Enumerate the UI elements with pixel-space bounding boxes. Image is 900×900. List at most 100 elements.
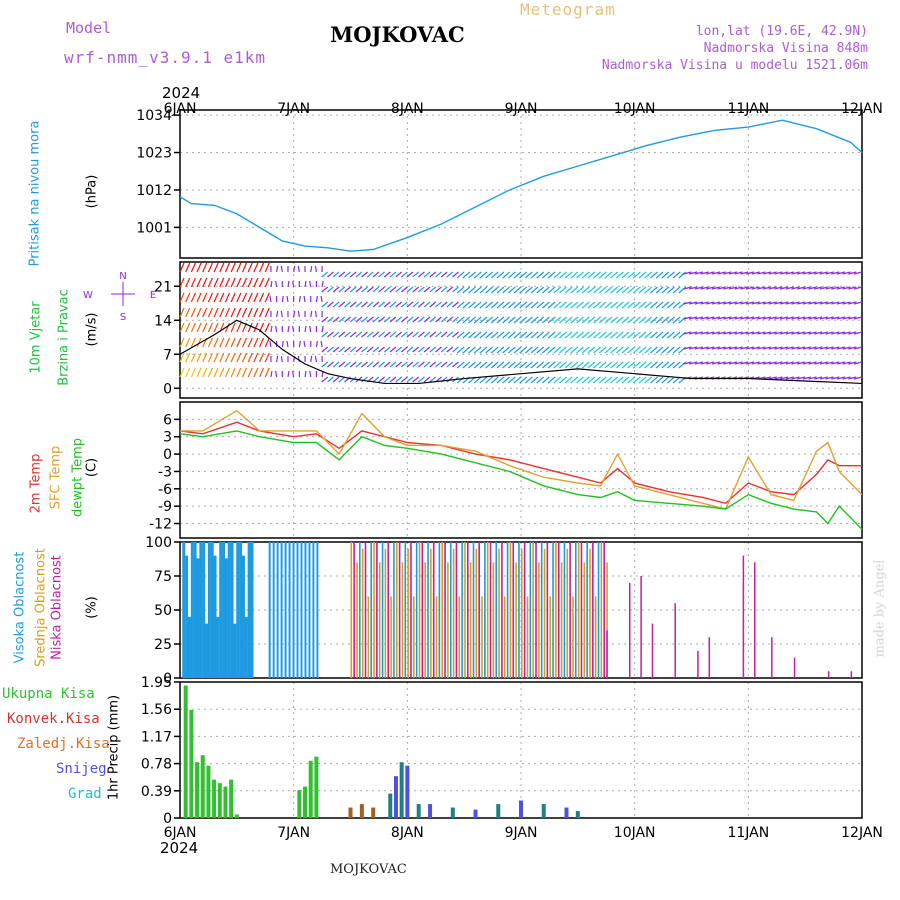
- wind-arrow: [507, 271, 516, 279]
- wind-arrow: [207, 337, 213, 348]
- wind-arrow: [678, 316, 687, 324]
- cloud-bar: [356, 562, 358, 678]
- wind-arrow: [361, 316, 368, 323]
- wind-arrow: [570, 331, 579, 339]
- wind-arrow: [814, 376, 823, 380]
- wind-arrow: [524, 361, 533, 369]
- wind-arrow: [638, 346, 647, 354]
- wind-arrow: [389, 316, 397, 323]
- wind-arrow: [604, 301, 613, 309]
- panel-frame-0: [179, 109, 863, 259]
- x-tick-bottom: 9JAN: [505, 825, 538, 841]
- wind-arrow: [530, 301, 539, 309]
- wind-arrow: [264, 307, 270, 318]
- wind-arrow: [672, 346, 681, 354]
- wind-arrow: [468, 271, 476, 279]
- wind-arrow: [519, 301, 528, 309]
- wind-arrow: [417, 286, 425, 293]
- wind-arrow: [694, 376, 704, 380]
- wind-arrow: [791, 331, 800, 335]
- cloud-low-ylabel: Niska Oblacnost: [49, 555, 65, 660]
- wind-arrow: [321, 301, 329, 308]
- wind-arrow: [473, 286, 482, 294]
- cloud-bar: [376, 542, 378, 678]
- wind-arrow: [553, 361, 562, 369]
- wind-arrow: [519, 331, 528, 339]
- precip-bar: [308, 760, 313, 818]
- wind-arrow: [644, 376, 653, 384]
- x-tick-top: 9JAN: [505, 101, 538, 117]
- cloud-bar: [475, 548, 478, 678]
- wind-arrow: [440, 346, 448, 353]
- wind-arrow: [378, 376, 385, 383]
- cloud-high-bar: [316, 542, 319, 678]
- wind-arrow: [576, 316, 584, 324]
- wind-arrow: [615, 376, 624, 384]
- cloud-bar: [509, 542, 512, 678]
- wind-arrow: [717, 376, 726, 380]
- wind-arrow: [185, 262, 191, 273]
- wind-arrow: [706, 331, 715, 335]
- wind-arrow: [185, 367, 191, 378]
- wind-arrow: [230, 322, 236, 333]
- wind-arrow: [672, 361, 681, 369]
- wind-arrow: [689, 301, 698, 305]
- wind-arrow: [423, 301, 431, 308]
- wind-arrow: [842, 286, 851, 290]
- wind-arrow: [689, 331, 698, 335]
- wind-arrow: [190, 322, 196, 333]
- wind-arrow: [298, 295, 301, 303]
- x-tick-top: 11JAN: [727, 101, 769, 117]
- wind-arrow: [275, 325, 278, 333]
- wind-arrow: [338, 301, 346, 308]
- wind-arrow: [293, 310, 296, 318]
- model-elevation: Nadmorska Visina u modelu 1521.06m: [601, 58, 868, 73]
- wind-arrow: [717, 301, 726, 305]
- wind-arrow: [745, 361, 755, 365]
- wind-arrow: [196, 307, 202, 318]
- wind-arrow: [542, 301, 550, 309]
- cloud-bar: [569, 542, 571, 678]
- cloud-high-bar: [241, 555, 245, 678]
- wind-arrow: [564, 346, 573, 354]
- wind-arrow: [564, 301, 573, 309]
- wind-arrow: [530, 361, 539, 369]
- wind-arrow: [519, 286, 528, 294]
- wind-arrow: [349, 301, 357, 308]
- wind-arrow: [542, 346, 550, 354]
- wind-arrow: [745, 331, 755, 335]
- wind-arrow: [468, 316, 476, 324]
- precip-bar: [450, 807, 455, 818]
- legend-graupel: Grad: [68, 786, 102, 802]
- wind-arrow: [751, 361, 760, 365]
- cloud-bar: [543, 548, 546, 678]
- wind-arrow: [395, 361, 403, 368]
- wind-arrow: [644, 331, 653, 339]
- wind-arrow: [842, 316, 851, 320]
- wind-arrow: [412, 316, 420, 323]
- wind-arrow: [797, 361, 806, 365]
- cloud-bar: [597, 542, 600, 678]
- legend-total-rain: Ukupna Kisa: [2, 686, 95, 702]
- wind-arrow: [196, 262, 202, 273]
- y-tick-label: -6: [158, 482, 172, 498]
- cloud-low-bar: [771, 637, 773, 678]
- x-tick-bottom: 7JAN: [277, 825, 310, 841]
- wind-arrow: [400, 271, 408, 278]
- wind-arrow: [479, 316, 488, 324]
- wind-arrow: [751, 331, 760, 335]
- wind-arrow: [632, 271, 641, 279]
- wind-arrow: [536, 286, 545, 294]
- wind-arrow: [576, 271, 584, 279]
- cloud-bar: [461, 542, 463, 678]
- wind-arrow: [293, 265, 296, 273]
- cloud-bar: [455, 542, 458, 678]
- wind-arrow: [496, 331, 505, 339]
- wind-arrow: [502, 376, 511, 384]
- wind-arrow: [751, 316, 760, 320]
- wind-arrow: [672, 286, 681, 294]
- wind-arrow: [383, 286, 391, 293]
- wind-arrow: [524, 346, 533, 354]
- y-tick-label: 3: [163, 430, 172, 446]
- wind-arrow: [303, 295, 306, 303]
